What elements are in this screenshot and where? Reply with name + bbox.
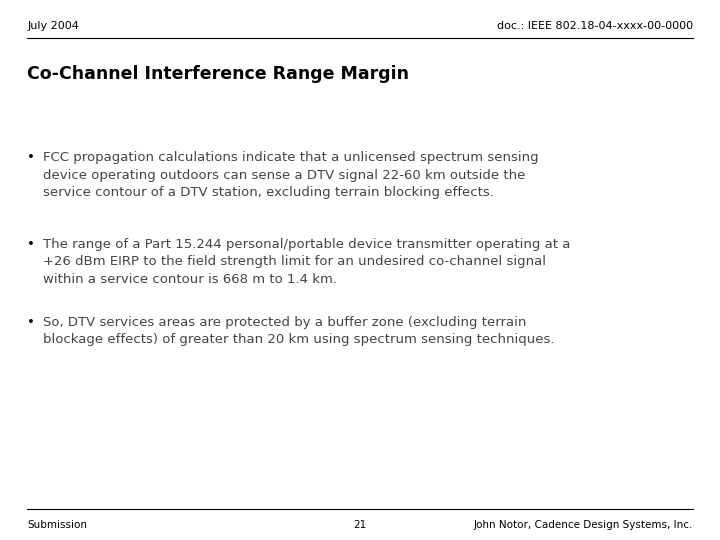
Text: The range of a Part 15.244 personal/portable device transmitter operating at a
+: The range of a Part 15.244 personal/port… xyxy=(43,238,570,286)
Text: •: • xyxy=(27,151,35,164)
Text: Co-Channel Interference Range Margin: Co-Channel Interference Range Margin xyxy=(27,65,410,83)
Text: •: • xyxy=(27,316,35,329)
Text: doc.: IEEE 802.18-04-xxxx-00-0000: doc.: IEEE 802.18-04-xxxx-00-0000 xyxy=(497,21,693,31)
Text: July 2004: July 2004 xyxy=(27,21,79,31)
Text: 21: 21 xyxy=(354,520,366,530)
Text: So, DTV services areas are protected by a buffer zone (excluding terrain
blockag: So, DTV services areas are protected by … xyxy=(43,316,554,346)
Text: FCC propagation calculations indicate that a unlicensed spectrum sensing
device : FCC propagation calculations indicate th… xyxy=(43,151,539,199)
Text: John Notor, Cadence Design Systems, Inc.: John Notor, Cadence Design Systems, Inc. xyxy=(473,520,693,530)
Text: Submission: Submission xyxy=(27,520,87,530)
Text: •: • xyxy=(27,238,35,251)
